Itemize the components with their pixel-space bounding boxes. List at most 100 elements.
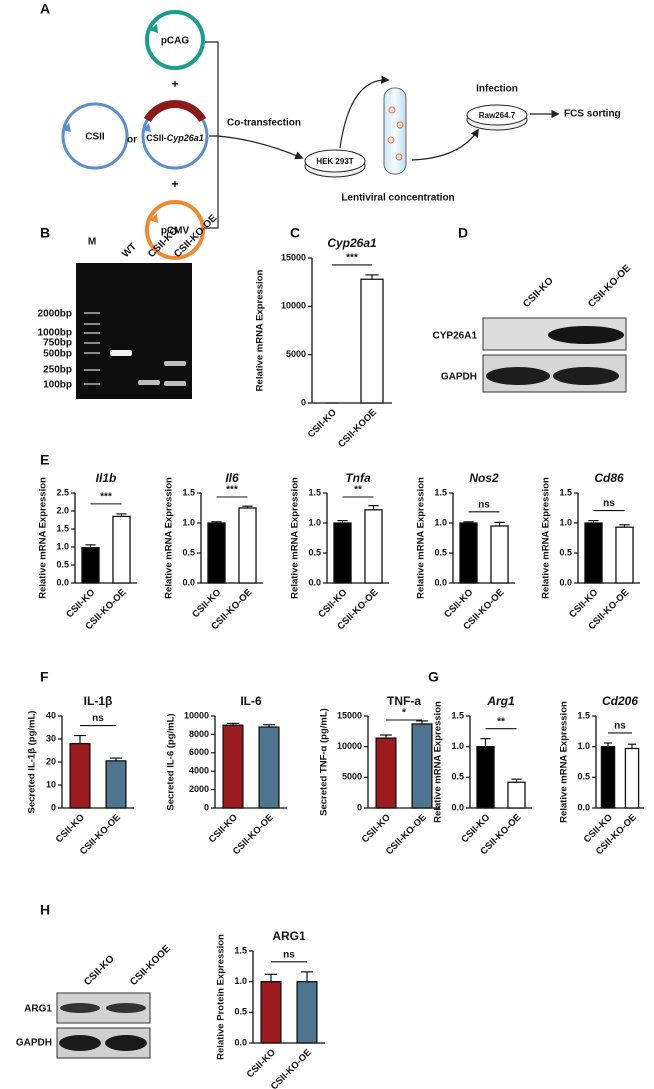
lane-label: CSII-KOOE [128, 943, 173, 988]
diagram: pCAG + CSII or CSII-Cyp26a1 + pCMV Co-tr… [61, 10, 621, 260]
significance-label: ** [497, 716, 505, 727]
insert [143, 100, 207, 123]
y-tick-label: 0.5 [182, 547, 195, 557]
arrowhead [62, 123, 71, 132]
panel-label: D [458, 225, 468, 241]
plus: + [171, 77, 178, 91]
bar [584, 522, 603, 584]
chart: 0.0 0.5 1.0 1.5 Relative mRNA Expression Arg1… [433, 694, 532, 857]
y-tick-label: 10000 [337, 741, 362, 751]
bar [624, 747, 640, 809]
y-tick-label: 0.0 [434, 577, 447, 587]
panel-label: G [428, 669, 439, 685]
y-tick-label: 1.0 [308, 517, 321, 527]
arrowhead [142, 123, 151, 132]
lane-label: M [88, 237, 96, 248]
bar [258, 726, 280, 809]
arrow [411, 128, 479, 161]
y-tick-label: 1.0 [56, 541, 69, 551]
cell-label: HEK 293T [316, 157, 353, 166]
size-label: 500bp [43, 349, 72, 360]
significance-label: *** [226, 485, 238, 496]
plasmid-label: pCAG [161, 36, 190, 47]
panel-label: F [40, 669, 49, 685]
plasmid-label: pCMV [161, 226, 190, 237]
arrowhead [149, 214, 158, 223]
bar [81, 547, 100, 584]
bar [507, 781, 526, 809]
y-tick-label: 5000 [342, 772, 362, 782]
bar [459, 522, 478, 584]
x-tick-label: CSII-KO [306, 407, 339, 440]
chart: 0.0 0.5 1.0 1.5 Relative mRNA Expression Tnfa… [290, 471, 389, 632]
chart-title: ARG1 [272, 929, 306, 943]
significance-label: *** [346, 253, 358, 264]
step-label: Lentiviral concentration [341, 193, 454, 204]
bar [600, 746, 616, 809]
y-tick-label: 1.0 [559, 517, 572, 527]
gel: M WT CSII-KO CSII-KO-OE 2000bp 1000bp 75… [38, 213, 220, 399]
y-axis-label: Secreted TNF-α (pg/mL) [319, 708, 330, 816]
y-tick-label: 0.0 [451, 802, 464, 812]
size-label: 1000bp [38, 328, 72, 339]
y-axis-label: Relative mRNA Expression [164, 477, 175, 599]
y-axis-label: Relative mRNA Expression [416, 477, 427, 599]
y-tick-label: 0.0 [56, 577, 69, 587]
row-label: GAPDH [16, 1038, 52, 1049]
row-label: CYP26A1 [433, 331, 478, 342]
y-tick-label: 1.5 [308, 487, 321, 497]
y-tick-label: 10000 [184, 710, 209, 720]
y-axis-label: Relative mRNA Expression [255, 270, 266, 392]
y-tick-label: 0 [204, 802, 209, 812]
chart-title: Cd86 [594, 471, 624, 485]
y-tick-label: 0 [357, 802, 362, 812]
chart: 0.0 0.5 1.0 1.5 2.0 2.5 Relative mRNA Expressi… [38, 471, 137, 632]
band [138, 380, 160, 385]
significance-label: * [402, 708, 406, 719]
x-tick-label: CSII-KOOE [336, 407, 379, 450]
y-tick-label: 0.0 [308, 577, 321, 587]
chart-title: Cyp26a1 [327, 236, 377, 250]
y-tick-label: 1.0 [451, 741, 464, 751]
chart-title: Cd206 [602, 694, 638, 708]
band [60, 1003, 100, 1013]
y-tick-label: 8000 [189, 729, 209, 739]
y-tick-label: 0 [301, 397, 306, 407]
arrowhead [149, 24, 158, 33]
chart: 0 2000 4000 6000 8000 10000 Secreted IL-6 (pg/… [166, 694, 287, 857]
size-label: 250bp [43, 365, 72, 376]
plasmid-label: CSII-Cyp26a1 [146, 133, 204, 143]
dish [304, 149, 366, 173]
size-label: 100bp [43, 380, 72, 391]
arrow [339, 75, 390, 149]
step-label: FCS sorting [564, 109, 621, 120]
y-tick-label: 0.0 [182, 577, 195, 587]
band [164, 361, 186, 366]
panel-label: H [40, 902, 50, 918]
bracket [205, 41, 219, 229]
band [59, 1035, 101, 1051]
bar [112, 515, 131, 584]
y-tick-label: 0 [51, 802, 56, 812]
chart: 0 5000 10000 15000 Secreted TNF-α (pg/mL) TNF… [319, 694, 440, 857]
chart: 0.0 0.5 1.0 1.5 Relative Protein Expression A… [216, 929, 325, 1089]
y-tick-label: 2.0 [56, 505, 69, 515]
step-label: Co-transfection [227, 118, 301, 129]
bar [375, 737, 397, 809]
y-tick-label: 1.5 [56, 523, 69, 533]
chart: 0 10 20 30 40 Secreted IL-1β (pg/mL) IL-1β CSII… [27, 694, 134, 857]
y-tick-label: 0.5 [434, 547, 447, 557]
band [553, 367, 619, 385]
tube [383, 87, 407, 175]
blot: CSII-KO CSII-KOOE ARG1 GAPDH [16, 943, 173, 1059]
chart: 0.0 0.5 1.0 1.5 Relative mRNA Expression Cd20… [559, 694, 644, 857]
y-tick-label: 2000 [189, 784, 209, 794]
y-tick-label: 1.5 [577, 710, 590, 720]
y-tick-label: 1.0 [577, 741, 590, 751]
significance-label: ns [614, 721, 626, 732]
bar [238, 507, 257, 584]
bar [296, 981, 318, 1044]
chart-title: Arg1 [486, 694, 515, 708]
bar [260, 981, 282, 1044]
